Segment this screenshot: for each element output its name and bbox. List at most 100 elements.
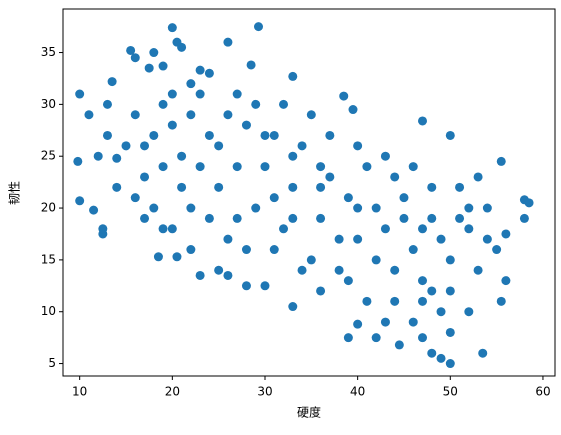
x-tick-label: 30 [257, 385, 272, 399]
point [362, 296, 372, 306]
point [473, 172, 483, 182]
point [371, 333, 381, 343]
point [167, 224, 177, 234]
point [149, 48, 159, 58]
point [501, 229, 511, 239]
point [204, 213, 214, 223]
point [464, 203, 474, 213]
point [279, 99, 289, 109]
point [306, 110, 316, 120]
point [232, 162, 242, 172]
point [371, 255, 381, 265]
point [371, 203, 381, 213]
point [445, 255, 455, 265]
point [251, 99, 261, 109]
point [153, 252, 163, 262]
point [496, 156, 506, 166]
point [288, 151, 298, 161]
point [334, 234, 344, 244]
point [496, 296, 506, 306]
point [394, 340, 404, 350]
point [455, 213, 465, 223]
point [343, 276, 353, 286]
point [260, 130, 270, 140]
point [269, 193, 279, 203]
point [89, 205, 99, 215]
point [167, 89, 177, 99]
point [186, 203, 196, 213]
point [288, 71, 298, 81]
point [399, 213, 409, 223]
point [427, 213, 437, 223]
point [418, 296, 428, 306]
point [149, 130, 159, 140]
point [353, 234, 363, 244]
point [246, 60, 256, 70]
point [408, 317, 418, 327]
point [325, 130, 335, 140]
point [353, 203, 363, 213]
point [288, 213, 298, 223]
point [130, 53, 140, 63]
point [436, 234, 446, 244]
point [204, 130, 214, 140]
point [102, 99, 112, 109]
point [380, 151, 390, 161]
point [126, 45, 136, 55]
point [269, 130, 279, 140]
point [177, 42, 187, 52]
point [140, 141, 150, 151]
x-tick-label: 50 [443, 385, 458, 399]
point [478, 348, 488, 358]
point [408, 245, 418, 255]
point [492, 245, 502, 255]
point [316, 162, 326, 172]
point [158, 61, 168, 71]
x-tick-label: 60 [535, 385, 550, 399]
point [445, 286, 455, 296]
point [223, 270, 233, 280]
x-tick-label: 40 [350, 385, 365, 399]
point [204, 68, 214, 78]
point [408, 162, 418, 172]
point [223, 110, 233, 120]
y-tick-label: 5 [48, 356, 56, 370]
y-tick-label: 15 [41, 252, 56, 266]
point [297, 265, 307, 275]
point [223, 37, 233, 47]
point [297, 141, 307, 151]
point [524, 198, 534, 208]
point [232, 213, 242, 223]
point [390, 172, 400, 182]
point [251, 203, 261, 213]
point [102, 130, 112, 140]
point [380, 317, 390, 327]
point [195, 89, 205, 99]
point [73, 156, 83, 166]
point [436, 353, 446, 363]
point [334, 265, 344, 275]
point [149, 203, 159, 213]
point [186, 110, 196, 120]
point [390, 265, 400, 275]
x-tick-label: 10 [72, 385, 87, 399]
point [167, 23, 177, 33]
point [214, 265, 224, 275]
point [98, 224, 108, 234]
point [84, 110, 94, 120]
point [445, 327, 455, 337]
point [158, 99, 168, 109]
point [455, 182, 465, 192]
point [241, 245, 251, 255]
y-tick-label: 20 [41, 201, 56, 215]
point [177, 151, 187, 161]
point [260, 162, 270, 172]
point [140, 172, 150, 182]
point [254, 22, 264, 32]
point [269, 245, 279, 255]
point [195, 162, 205, 172]
point [232, 89, 242, 99]
point [195, 65, 205, 75]
point [325, 172, 335, 182]
